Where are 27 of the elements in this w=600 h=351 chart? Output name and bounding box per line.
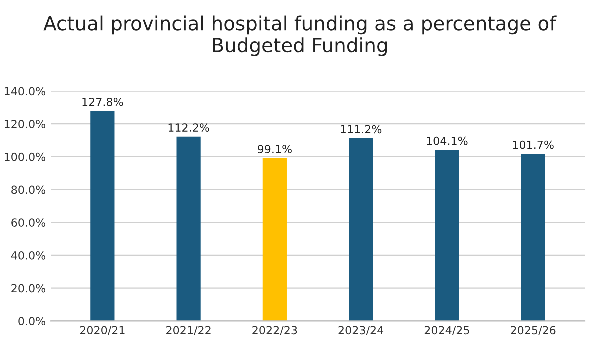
y-tick-label: 60.0% xyxy=(12,218,46,228)
bar xyxy=(262,158,287,322)
y-tick-label: 80.0% xyxy=(12,186,46,194)
data-label: 127.8% xyxy=(82,98,124,106)
y-tick-label: 0.0% xyxy=(18,317,46,326)
x-tick-label: 2021/22 xyxy=(166,326,211,336)
bar xyxy=(176,136,201,322)
data-label: 101.7% xyxy=(513,140,554,150)
y-tick-label: 20.0% xyxy=(12,284,46,293)
y-tick-label: 100.0% xyxy=(4,152,46,162)
x-tick-label: 2025/26 xyxy=(511,326,556,336)
x-tick-label: 2022/23 xyxy=(252,326,298,336)
data-label: 99.1% xyxy=(258,145,292,154)
y-tick-label: 40.0% xyxy=(11,251,46,260)
y-tick-label: 140.0% xyxy=(4,87,46,96)
bar xyxy=(349,138,374,322)
x-tick-label: 2020/21 xyxy=(80,326,125,336)
data-label: 104.1% xyxy=(427,136,468,146)
data-label: 111.2% xyxy=(341,125,382,134)
y-tick-label: 120.0% xyxy=(4,120,46,128)
chart-title: Actual provincial hospital funding as a percentage of Budgeted Funding xyxy=(44,16,557,56)
data-label: 112.2% xyxy=(168,124,210,132)
x-tick-label: 2023/24 xyxy=(338,326,384,336)
bar xyxy=(521,154,546,322)
bar xyxy=(435,150,460,322)
bar xyxy=(90,111,115,322)
x-tick-label: 2024/25 xyxy=(424,326,470,336)
